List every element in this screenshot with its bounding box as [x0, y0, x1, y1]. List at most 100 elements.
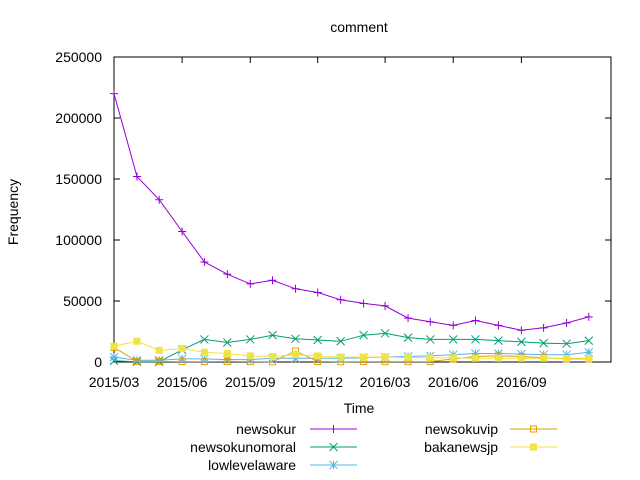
legend-entry: newsokuvip — [425, 421, 557, 437]
legend-label: bakanewsjp — [424, 439, 498, 455]
data-point — [245, 355, 255, 364]
data-point — [291, 353, 300, 363]
data-point — [246, 279, 255, 288]
data-point — [200, 335, 209, 344]
x-axis-label: Time — [344, 400, 375, 416]
series-line — [113, 93, 589, 331]
data-point — [449, 354, 457, 362]
legend-label: newsokuvip — [425, 421, 498, 437]
data-point — [109, 352, 119, 362]
data-point — [359, 299, 368, 308]
data-point — [359, 330, 368, 340]
y-tick-label: 150000 — [55, 171, 102, 187]
data-point — [133, 357, 141, 365]
series-line — [113, 340, 589, 359]
data-point — [530, 425, 537, 433]
data-point — [223, 270, 232, 279]
data-point — [178, 345, 186, 353]
data-point — [517, 349, 526, 359]
data-point — [584, 336, 594, 346]
x-tick-label: 2016/09 — [496, 374, 547, 390]
data-point — [403, 333, 413, 342]
data-point — [539, 338, 548, 348]
series-line — [113, 351, 589, 361]
data-point — [517, 354, 525, 362]
data-point — [154, 355, 164, 365]
data-point — [562, 318, 571, 327]
data-point — [494, 349, 503, 358]
data-point — [268, 276, 277, 285]
data-point — [110, 89, 118, 98]
y-axis-label: Frequency — [5, 179, 21, 245]
data-point — [291, 351, 299, 359]
series-newsokur — [110, 89, 593, 335]
data-point — [404, 314, 413, 323]
data-point — [269, 353, 277, 361]
data-point — [426, 354, 434, 362]
data-point — [404, 354, 412, 362]
data-point — [133, 337, 141, 345]
data-point — [178, 227, 187, 236]
data-point — [448, 335, 458, 344]
data-point — [223, 349, 231, 357]
legend-label: newsokunomoral — [190, 439, 296, 455]
data-point — [155, 195, 164, 204]
data-point — [471, 354, 479, 362]
data-point — [329, 442, 338, 452]
data-point — [223, 357, 231, 365]
data-point — [245, 335, 255, 344]
data-point — [291, 334, 300, 344]
data-point — [313, 288, 322, 297]
data-point — [380, 328, 390, 338]
data-point — [563, 354, 571, 362]
data-point — [155, 357, 163, 365]
series-line — [113, 346, 589, 363]
data-point — [494, 321, 503, 330]
x-tick-label: 2015/06 — [157, 374, 208, 390]
data-point — [200, 348, 208, 356]
data-point — [329, 425, 338, 433]
data-point — [336, 295, 345, 304]
data-point — [449, 321, 458, 330]
data-point — [584, 312, 593, 321]
data-point — [360, 353, 368, 361]
series-line — [113, 332, 589, 363]
data-point — [314, 352, 322, 360]
data-point — [539, 323, 548, 332]
chart-title: comment — [330, 19, 388, 35]
x-tick-label: 2016/03 — [360, 374, 411, 390]
data-point — [425, 335, 435, 344]
legend-label: newsokur — [236, 421, 296, 437]
data-point — [381, 353, 389, 361]
data-point — [268, 330, 277, 340]
data-point — [562, 339, 571, 349]
data-point — [336, 336, 346, 346]
data-point — [132, 172, 141, 181]
data-point — [494, 336, 503, 346]
data-point — [471, 335, 480, 344]
data-point — [200, 358, 208, 366]
data-point — [200, 257, 209, 266]
data-point — [222, 355, 232, 364]
series-bakanewsjp — [110, 337, 593, 362]
legend-label: lowlevelaware — [208, 457, 296, 473]
legend-entry: newsokunomoral — [190, 439, 357, 455]
plot-frame — [113, 56, 612, 363]
y-axis-ticks: 0 50000 100000 150000 200000 250000 — [55, 49, 611, 370]
data-point — [585, 354, 593, 362]
data-point — [517, 326, 526, 335]
data-point — [540, 354, 548, 362]
data-point — [132, 355, 142, 365]
y-tick-label: 200000 — [55, 110, 102, 126]
y-tick-label: 50000 — [63, 293, 102, 309]
data-point — [584, 347, 594, 357]
data-point — [313, 335, 323, 345]
data-point — [329, 460, 338, 470]
data-point — [246, 352, 254, 360]
x-tick-label: 2015/03 — [89, 374, 140, 390]
y-tick-label: 0 — [94, 354, 102, 370]
data-point — [381, 301, 390, 310]
data-point — [471, 316, 480, 325]
data-point — [291, 284, 300, 293]
